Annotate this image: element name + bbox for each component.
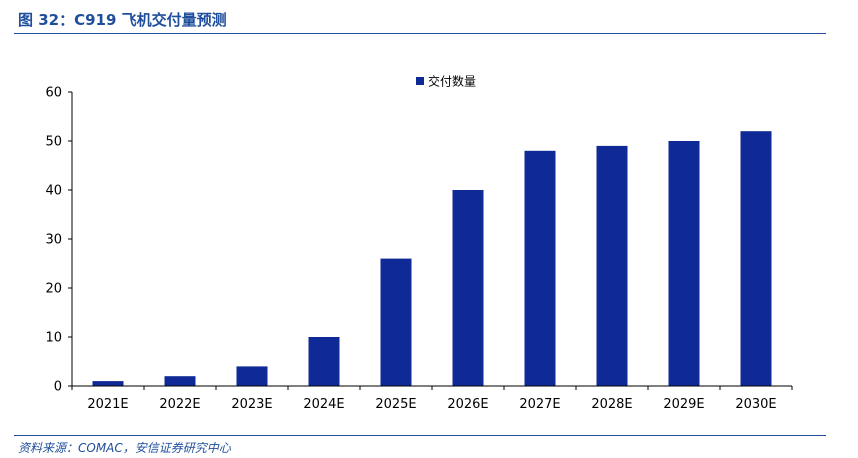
bar-2024E <box>308 337 340 386</box>
bar-2021E <box>92 381 124 386</box>
x-tick-label: 2022E <box>159 397 200 412</box>
x-tick-label: 2030E <box>735 397 776 412</box>
bar-2029E <box>668 141 700 386</box>
legend-label: 交付数量 <box>428 74 476 89</box>
legend-swatch <box>416 77 424 85</box>
x-tick-label: 2023E <box>231 397 272 412</box>
source-note: 资料来源：COMAC，安信证券研究中心 <box>18 441 231 455</box>
y-tick-label: 60 <box>45 86 62 101</box>
x-tick-label: 2021E <box>87 397 128 412</box>
bar-2022E <box>164 376 196 386</box>
source-rule <box>14 435 826 436</box>
bar-2028E <box>596 145 628 386</box>
title-rule <box>14 33 826 34</box>
bar-2025E <box>380 258 412 386</box>
x-tick-label: 2029E <box>663 397 704 412</box>
y-tick-labels: 0 10 20 30 40 50 60 <box>45 86 62 395</box>
bar-2023E <box>236 366 268 386</box>
y-tick-label: 0 <box>54 380 62 395</box>
x-tick-label: 2027E <box>519 397 560 412</box>
bar-2027E <box>524 150 556 386</box>
legend: 交付数量 <box>416 74 476 89</box>
x-tick-label: 2028E <box>591 397 632 412</box>
x-tick-label: 2024E <box>303 397 344 412</box>
bar-2030E <box>740 131 772 386</box>
y-tick-label: 10 <box>45 331 62 346</box>
x-tick-labels: 2021E 2022E 2023E 2024E 2025E 2026E 2027E 2028E… <box>87 397 776 412</box>
x-tick-label: 2025E <box>375 397 416 412</box>
y-tick-label: 50 <box>45 135 62 150</box>
x-tick-label: 2026E <box>447 397 488 412</box>
bars-group <box>92 131 772 386</box>
bar-2026E <box>452 190 484 386</box>
y-tick-label: 20 <box>45 282 62 297</box>
y-tick-label: 30 <box>45 233 62 248</box>
figure-title: 图 32：C919 飞机交付量预测 <box>18 11 227 29</box>
y-tick-label: 40 <box>45 184 62 199</box>
axes-group <box>68 91 793 390</box>
